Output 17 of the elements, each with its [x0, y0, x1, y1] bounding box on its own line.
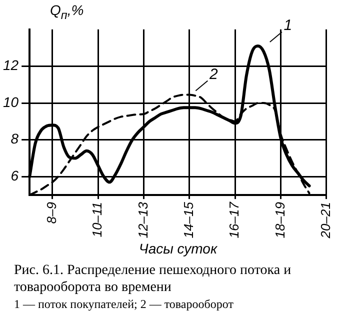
y-tick-label: 6 [10, 168, 19, 184]
x-tick-label: 20–21 [318, 202, 334, 240]
x-axis-title: Часы суток [138, 240, 218, 256]
series-label: 1 [284, 17, 292, 34]
x-tick-label: 8–9 [44, 202, 60, 224]
x-tick-label: 16–17 [226, 201, 242, 238]
y-tick-label: 8 [10, 130, 19, 147]
text: 1 — поток покупателей; 2 — товарооборот [14, 296, 234, 313]
text: Рис. 6.1. Распределение пешеходного потока и товарооборота во времени [14, 262, 292, 296]
x-tick-label: 18–19 [272, 202, 288, 238]
x-tick-label: 10–11 [90, 202, 105, 238]
y-tick-label: 12 [2, 57, 19, 74]
series-label: 2 [208, 66, 219, 83]
y-tick-label: 10 [2, 94, 19, 110]
x-tick-label: 14–15 [181, 201, 196, 238]
x-tick-label: 12–13 [135, 201, 150, 238]
y-axis-title: Q$_{п}$,% [50, 2, 84, 22]
